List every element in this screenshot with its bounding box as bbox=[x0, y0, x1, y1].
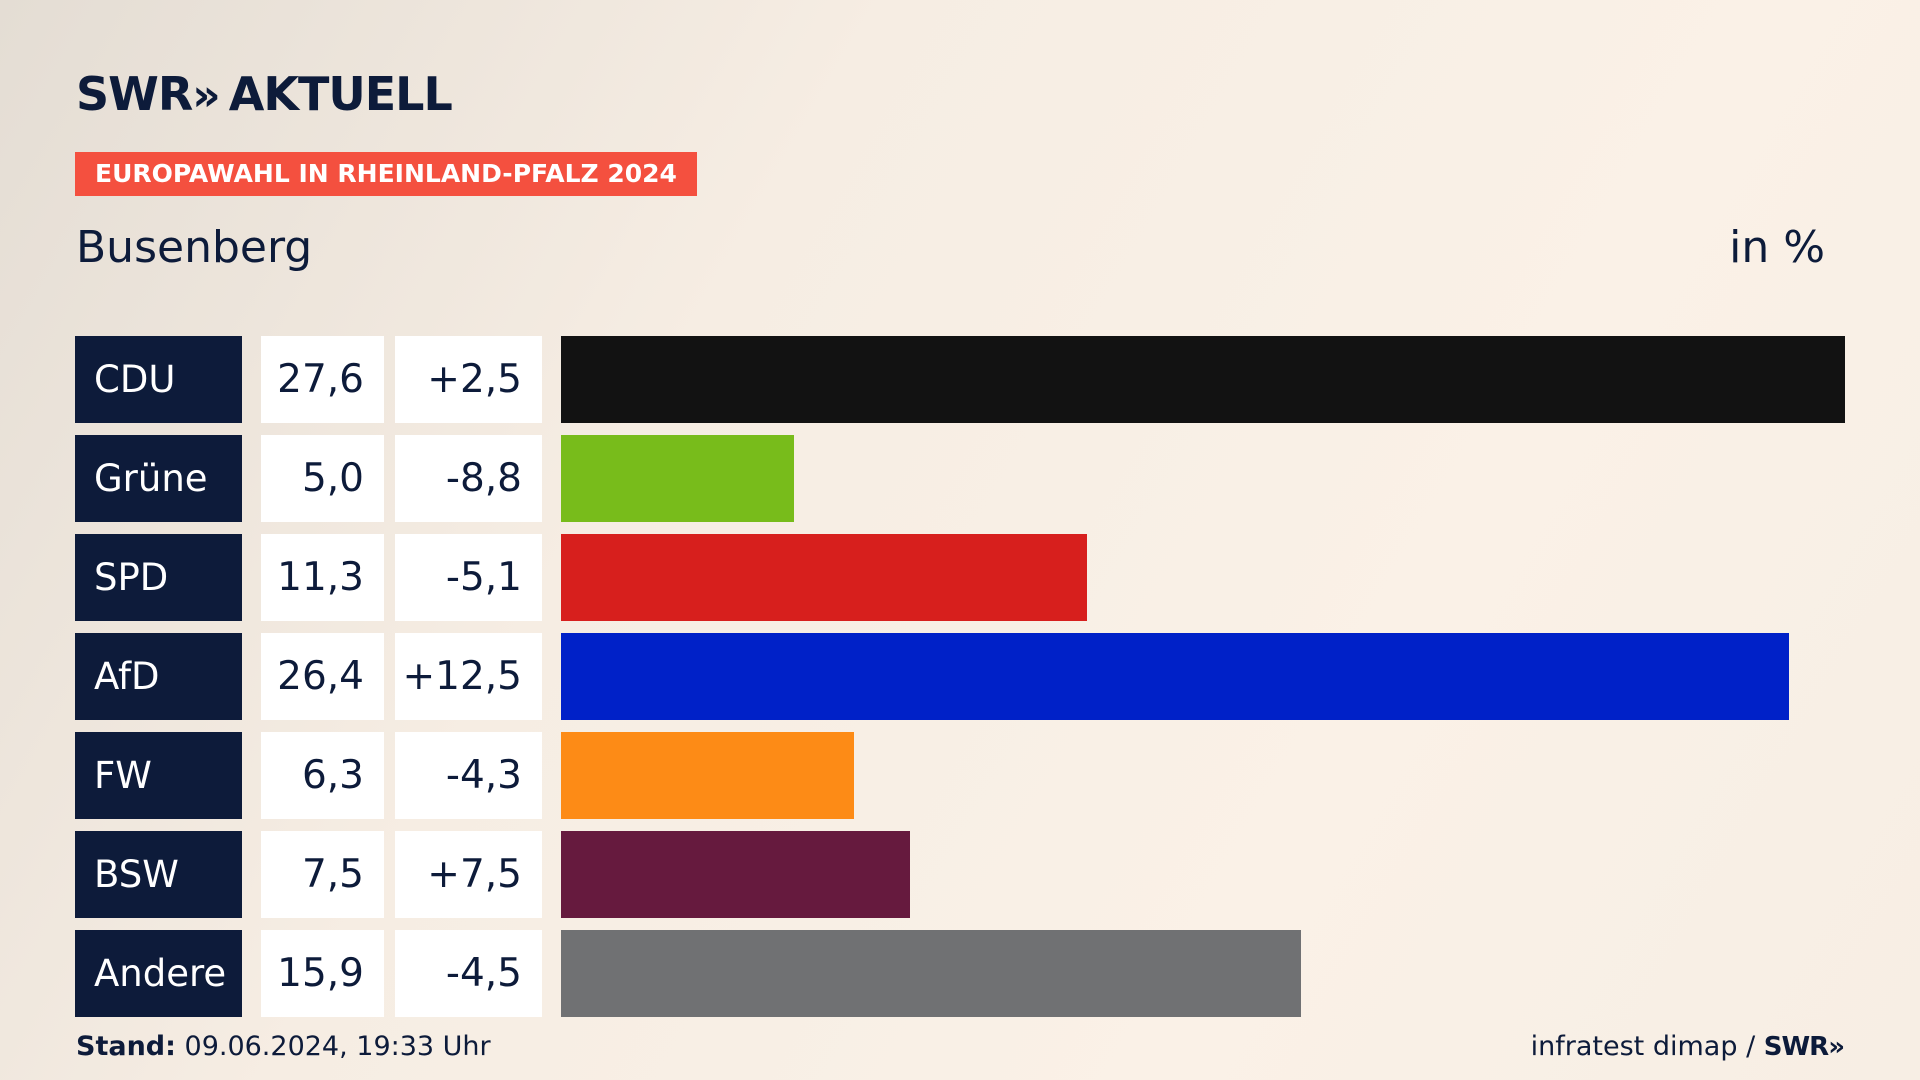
party-label: AfD bbox=[75, 633, 242, 720]
result-row: BSW 7,5 +7,5 bbox=[75, 831, 1845, 918]
result-bar bbox=[561, 732, 854, 819]
result-row: CDU 27,6 +2,5 bbox=[75, 336, 1845, 423]
region-title: Busenberg bbox=[76, 222, 313, 273]
party-label: CDU bbox=[75, 336, 242, 423]
party-label: FW bbox=[75, 732, 242, 819]
vote-change-value: -5,1 bbox=[395, 534, 542, 621]
result-bar bbox=[561, 534, 1087, 621]
election-tag: EUROPAWAHL IN RHEINLAND-PFALZ 2024 bbox=[75, 152, 697, 196]
timestamp: Stand: 09.06.2024, 19:33 Uhr bbox=[76, 1030, 491, 1064]
result-bar bbox=[561, 435, 794, 522]
result-row: Andere 15,9 -4,5 bbox=[75, 930, 1845, 1017]
vote-change-value: +7,5 bbox=[395, 831, 542, 918]
result-row: FW 6,3 -4,3 bbox=[75, 732, 1845, 819]
result-bar bbox=[561, 633, 1789, 720]
vote-change-value: +12,5 bbox=[395, 633, 542, 720]
result-bar bbox=[561, 831, 910, 918]
vote-change-value: -4,5 bbox=[395, 930, 542, 1017]
vote-share-value: 26,4 bbox=[261, 633, 384, 720]
source-credit: infratest dimap / SWR» bbox=[1530, 1030, 1845, 1064]
vote-share-value: 15,9 bbox=[261, 930, 384, 1017]
brand-name: SWR bbox=[76, 67, 193, 121]
party-label: BSW bbox=[75, 831, 242, 918]
vote-share-value: 7,5 bbox=[261, 831, 384, 918]
vote-share-value: 11,3 bbox=[261, 534, 384, 621]
result-bar bbox=[561, 930, 1301, 1017]
result-row: AfD 26,4 +12,5 bbox=[75, 633, 1845, 720]
swr-aktuell-logo: SWR» AKTUELL bbox=[76, 64, 453, 126]
source-text: infratest dimap / bbox=[1530, 1031, 1756, 1062]
result-bar bbox=[561, 336, 1845, 423]
vote-share-value: 27,6 bbox=[261, 336, 384, 423]
result-row: SPD 11,3 -5,1 bbox=[75, 534, 1845, 621]
party-label: SPD bbox=[75, 534, 242, 621]
vote-change-value: -8,8 bbox=[395, 435, 542, 522]
party-label: Grüne bbox=[75, 435, 242, 522]
vote-share-value: 6,3 bbox=[261, 732, 384, 819]
brand-suffix: AKTUELL bbox=[228, 67, 453, 121]
vote-share-value: 5,0 bbox=[261, 435, 384, 522]
vote-change-value: +2,5 bbox=[395, 336, 542, 423]
result-row: Grüne 5,0 -8,8 bbox=[75, 435, 1845, 522]
party-label: Andere bbox=[75, 930, 242, 1017]
swr-mini-logo: SWR» bbox=[1763, 1032, 1845, 1062]
double-chevron-icon: » bbox=[192, 70, 221, 121]
vote-change-value: -4,3 bbox=[395, 732, 542, 819]
stand-value: 09.06.2024, 19:33 Uhr bbox=[184, 1031, 491, 1062]
unit-label: in % bbox=[1729, 222, 1825, 273]
stand-label: Stand: bbox=[76, 1031, 176, 1062]
